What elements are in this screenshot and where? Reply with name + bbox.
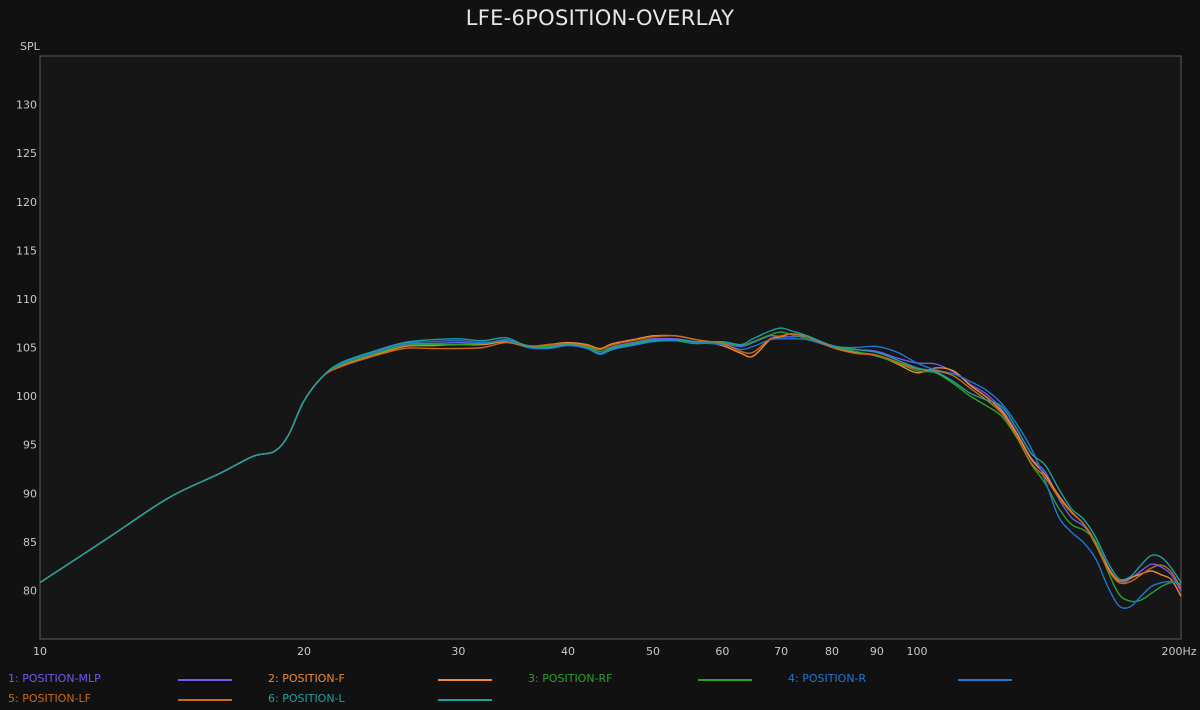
y-tick-label: 120 <box>16 196 37 209</box>
series-line-4 <box>39 337 1182 610</box>
legend-label: 4: POSITION-R <box>788 672 867 685</box>
x-tick-label: 10 <box>33 645 47 658</box>
x-tick-label: 90 <box>870 645 884 658</box>
legend-label: 2: POSITION-F <box>268 672 345 685</box>
chart-title: LFE-6POSITION-OVERLAY <box>465 6 735 30</box>
legend-swatch <box>178 699 232 701</box>
y-tick-label: 105 <box>16 342 37 355</box>
legend-label: 6: POSITION-L <box>268 692 345 705</box>
series-line-3 <box>39 331 1182 603</box>
y-tick-label: 80 <box>23 584 37 597</box>
plot-border <box>39 55 1182 640</box>
legend: 1: POSITION-MLP 2: POSITION-F 3: POSITION-… <box>0 668 1200 710</box>
legend-swatch <box>178 679 232 681</box>
y-tick-label: 95 <box>23 439 37 452</box>
y-tick-label: 110 <box>16 293 37 306</box>
y-tick-label: 130 <box>16 99 37 112</box>
series-line-5 <box>39 333 1182 589</box>
y-tick-label: 100 <box>16 390 37 403</box>
legend-label: 5: POSITION-LF <box>8 692 91 705</box>
y-tick-label: 85 <box>23 536 37 549</box>
x-tick-label: 200Hz <box>1161 645 1196 658</box>
x-tick-label: 50 <box>646 645 660 658</box>
series-line-6 <box>39 327 1182 584</box>
series-lines <box>39 327 1182 610</box>
legend-swatch <box>438 699 492 701</box>
x-tick-label: 100 <box>906 645 927 658</box>
x-tick-label: 30 <box>451 645 465 658</box>
y-tick-label: 125 <box>16 147 37 160</box>
x-tick-label: 80 <box>825 645 839 658</box>
x-tick-label: 70 <box>774 645 788 658</box>
axes: 80 85 90 95 100 105 110 115 120 125 130 10 20 30 40 50 6… <box>16 40 1197 658</box>
legend-swatch <box>438 679 492 681</box>
legend-label: 3: POSITION-RF <box>528 672 613 685</box>
legend-label: 1: POSITION-MLP <box>8 672 101 685</box>
chart-svg: 80 85 90 95 100 105 110 115 120 125 130 10 20 30 40 50 6… <box>16 40 1197 658</box>
y-axis-label: SPL <box>20 40 41 53</box>
legend-swatch <box>698 679 752 681</box>
legend-swatch <box>958 679 1012 681</box>
x-tick-label: 20 <box>297 645 311 658</box>
x-tick-label: 60 <box>715 645 729 658</box>
x-tick-label: 40 <box>561 645 575 658</box>
y-tick-label: 115 <box>16 244 37 257</box>
y-tick-label: 90 <box>23 487 37 500</box>
